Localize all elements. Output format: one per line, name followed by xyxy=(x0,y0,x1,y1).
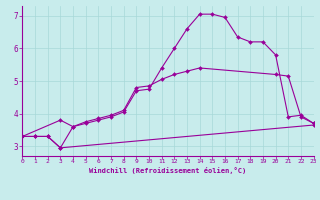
X-axis label: Windchill (Refroidissement éolien,°C): Windchill (Refroidissement éolien,°C) xyxy=(89,167,247,174)
